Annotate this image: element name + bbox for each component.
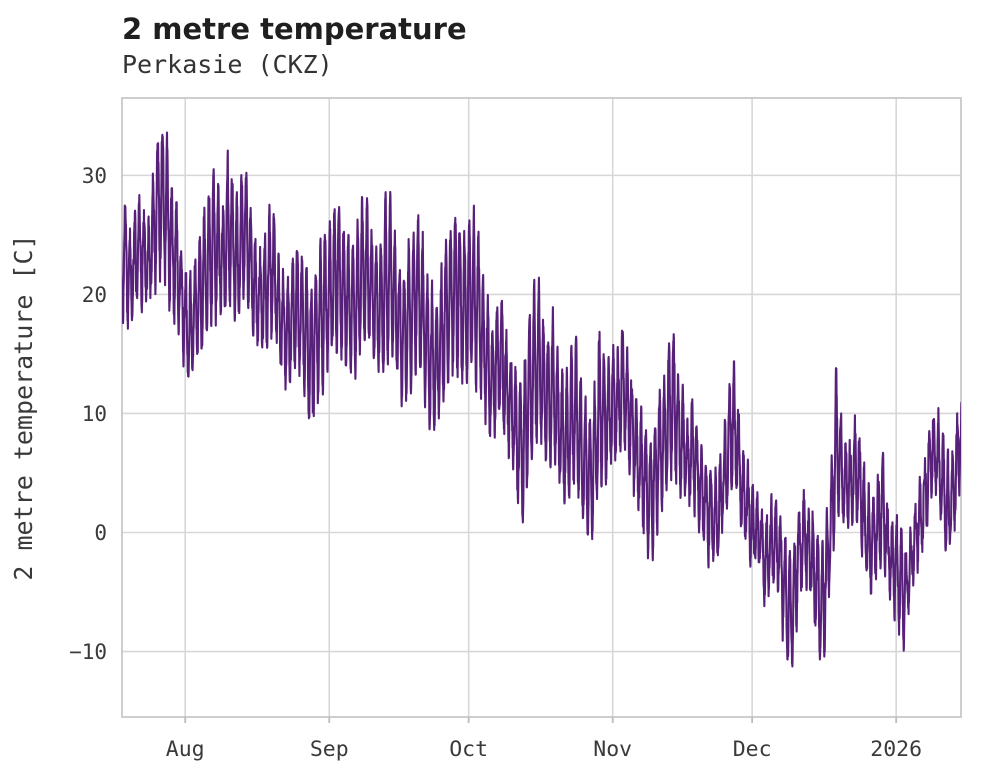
y-tick-label: 10 — [82, 402, 107, 426]
y-tick-label: 0 — [94, 521, 107, 545]
y-tick-label: −10 — [69, 640, 107, 664]
x-tick-label: Oct — [449, 737, 488, 762]
x-tick-label: Dec — [733, 737, 772, 762]
chart-subtitle: Perkasie (CKZ) — [122, 50, 333, 79]
y-axis-title: 2 metre temperature [C] — [9, 234, 38, 580]
y-axis-ticks: 30 20 10 0 −10 — [69, 164, 107, 664]
y-tick-label: 20 — [82, 283, 107, 307]
y-tick-label: 30 — [82, 164, 107, 188]
x-tick-label: Sep — [310, 737, 349, 762]
temperature-series-line — [122, 131, 961, 668]
x-tick-label: Nov — [593, 737, 632, 762]
chart-title: 2 metre temperature — [122, 12, 467, 46]
series-layer — [122, 131, 961, 668]
x-tick-label: Aug — [166, 737, 205, 762]
x-tick-label: 2026 — [870, 737, 922, 762]
x-axis-ticks: Aug Sep Oct Nov Dec 2026 — [166, 717, 922, 762]
